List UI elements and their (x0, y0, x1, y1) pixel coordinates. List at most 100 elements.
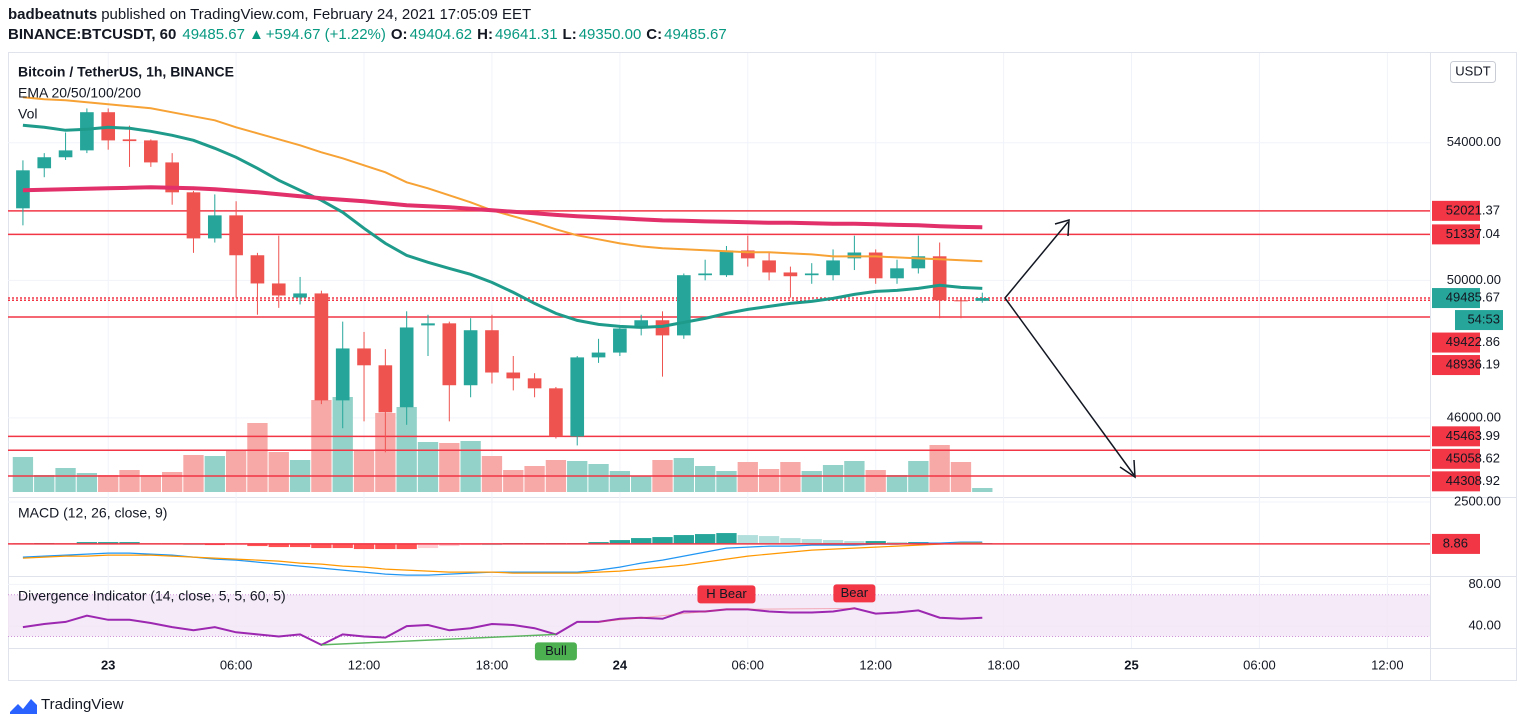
price-label: 45463.99 (1446, 428, 1500, 443)
candle-body (463, 330, 478, 386)
price-label-bg (1432, 332, 1480, 353)
volume-bar (225, 450, 247, 492)
macd-histogram-bar (801, 539, 822, 545)
arrow-down (1004, 297, 1135, 476)
macd-histogram-bar (609, 540, 631, 545)
candle-body (207, 215, 222, 239)
ema-line (22, 96, 983, 263)
candle-body (975, 298, 990, 301)
chart-frame (8, 52, 1517, 681)
macd-histogram-bar (98, 542, 119, 545)
x-tick-label: 06:00 (220, 657, 253, 672)
macd-histogram-bar (673, 535, 694, 545)
volume-bar (929, 445, 950, 492)
candle-body (357, 348, 371, 366)
volume-bar (780, 462, 801, 492)
price-label-bg (1432, 224, 1480, 245)
price-label: 44308.92 (1446, 473, 1500, 488)
candle-body (229, 215, 243, 256)
macd-histogram-bar (247, 544, 268, 547)
divergence-tick-label: 80.00 (1468, 576, 1501, 591)
candle-body (378, 365, 393, 413)
volume-bar (609, 471, 631, 492)
macd-histogram-bar (353, 544, 375, 550)
candle-body (186, 192, 201, 239)
macd-histogram-bar (439, 544, 460, 547)
volume-bar (396, 407, 417, 492)
candle-body (762, 260, 776, 273)
candle-body (506, 372, 521, 379)
macd-histogram-bar (780, 538, 801, 545)
volume-bar (204, 456, 225, 492)
candle-body (868, 252, 883, 279)
candle-body (335, 348, 350, 401)
candle-body (80, 112, 94, 151)
countdown: 54:53 (1467, 311, 1500, 326)
volume-bar (119, 470, 140, 492)
macd-histogram-bar (76, 542, 98, 545)
ohlc-key: H: (477, 26, 493, 43)
divergence-legend: Divergence Indicator (14, close, 5, 5, 6… (18, 588, 286, 604)
arrow-up (1004, 221, 1069, 299)
price-label: 49422.86 (1446, 334, 1500, 349)
macd-histogram-bar (375, 544, 396, 550)
x-tick-label: 24 (613, 657, 628, 672)
volume-bar (481, 456, 503, 492)
last-price: 49485.67 (182, 26, 245, 43)
candle-body (890, 268, 904, 279)
divergence-link (598, 608, 727, 623)
volume-bar (332, 397, 353, 492)
y-tick-label: 50000.00 (1447, 272, 1501, 287)
candle-body (58, 150, 73, 158)
x-tick-label: 25 (1124, 657, 1138, 672)
volume-bar (140, 475, 161, 492)
price-label-bg (1432, 426, 1480, 447)
y-tick-label: 54000.00 (1447, 134, 1501, 149)
candle-body (314, 293, 329, 401)
arrow-head (1054, 218, 1070, 237)
macd-histogram-bar (886, 542, 908, 545)
volume-bar (375, 413, 396, 492)
volume-bar (673, 458, 694, 492)
signal-label: Bear (841, 585, 869, 600)
macd-label-bg (1432, 533, 1480, 554)
ohlc-value: 49404.62 (410, 26, 473, 43)
candle-body (698, 273, 712, 276)
ohlc-value: 49350.00 (579, 26, 642, 43)
signal-label: Bull (545, 643, 567, 658)
divergence-tick-label: 40.00 (1468, 618, 1501, 633)
volume-bar (694, 466, 716, 492)
macd-histogram-bar (737, 535, 758, 545)
logo: TradingView (10, 696, 124, 714)
candle-body (144, 140, 158, 163)
change: +594.67 (+1.22%) (266, 26, 386, 43)
macd-histogram-bar (822, 540, 844, 545)
price-label: 51337.04 (1446, 226, 1500, 241)
plot: Bull H Bear Bear (8, 96, 1430, 661)
arrow-head (1119, 459, 1136, 479)
candle-body (271, 283, 286, 296)
macd-histogram-bar (119, 542, 140, 545)
logo-mark (10, 699, 37, 714)
volume-bar (972, 488, 993, 492)
signal-line (22, 542, 983, 574)
macd-histogram-bar (588, 542, 609, 545)
brand: TradingView (41, 696, 124, 713)
volume-bar (460, 441, 481, 492)
ohlc-key: O: (391, 26, 408, 43)
candle-body (677, 275, 691, 336)
volume-bar (34, 475, 55, 492)
chart-title: Bitcoin / TetherUS, 1h, BINANCE (18, 64, 234, 80)
signal-badge (833, 584, 876, 603)
volume-bar (311, 400, 332, 492)
divergence-line (22, 607, 983, 647)
ohlc-key: L: (563, 26, 577, 43)
volume-bar (353, 450, 375, 492)
volume-bar (268, 452, 289, 492)
macd-label: 8.86 (1443, 535, 1468, 550)
price-label-bg (1432, 355, 1480, 376)
currency-box[interactable] (1450, 61, 1496, 83)
candle-body (740, 250, 755, 259)
currency-label[interactable]: USDT (1455, 63, 1490, 78)
